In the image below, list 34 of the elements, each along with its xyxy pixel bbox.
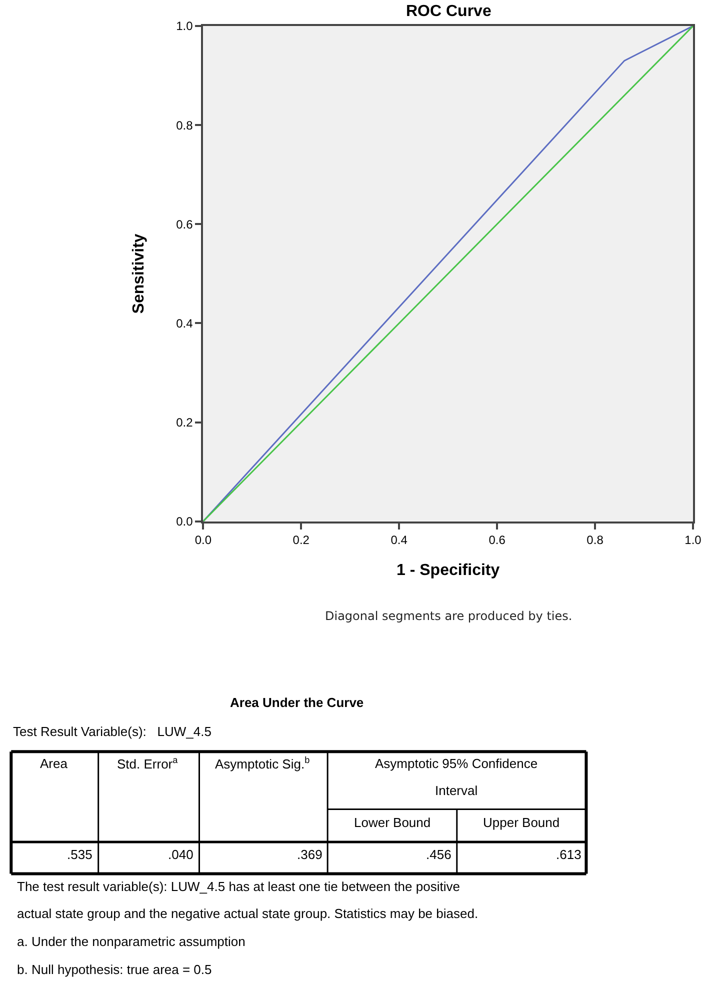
- text: b. Null hypothesis: true area = 0.5: [17, 962, 212, 977]
- text: Diagonal segments are produced by ties.: [325, 609, 572, 623]
- text: Std. Error$^{a}$: [117, 755, 179, 772]
- x-tick-label: 0.6: [488, 532, 506, 547]
- x-tick-label: 0.8: [586, 532, 604, 547]
- y-tick-label: 0.0: [176, 514, 194, 529]
- x-tick-label: 0.0: [194, 532, 212, 547]
- y-axis-title: Sensitivity: [130, 234, 148, 314]
- chart-title: ROC Curve: [406, 3, 492, 20]
- y-tick-label: 0.4: [176, 316, 194, 330]
- text: .456: [426, 847, 452, 862]
- text: The test result variable(s): LUW_4.5 has at least one tie between the positive: [17, 879, 460, 894]
- text: .535: [67, 847, 92, 862]
- text: Asymptotic 95% Confidence: [375, 756, 538, 771]
- y-tick-label: 0.8: [176, 118, 194, 132]
- x-tick-label: 0.2: [292, 532, 310, 547]
- text: Upper Bound: [483, 815, 560, 830]
- y-tick-label: 0.2: [176, 415, 194, 430]
- y-tick-label: 0.6: [176, 217, 194, 232]
- text: .369: [297, 847, 322, 862]
- text: Area: [40, 756, 68, 771]
- text: .613: [556, 847, 582, 862]
- text: Area Under the Curve: [230, 695, 364, 710]
- text: actual state group and the negative actual state group. Statistics may be biased.: [17, 906, 478, 921]
- text: .040: [168, 847, 194, 862]
- text: Interval: [435, 783, 478, 798]
- text: Asymptotic Sig.$^{b}$: [215, 755, 310, 772]
- x-tick-label: 1.0: [684, 532, 702, 547]
- text: Lower Bound: [354, 815, 431, 830]
- y-tick-label: 1.0: [176, 19, 194, 34]
- x-tick-label: 0.4: [390, 532, 408, 547]
- x-axis-title: 1 - Specificity: [396, 562, 500, 579]
- text: Test Result Variable(s): LUW_4.5: [13, 724, 212, 739]
- text: a. Under the nonparametric assumption: [17, 934, 246, 949]
